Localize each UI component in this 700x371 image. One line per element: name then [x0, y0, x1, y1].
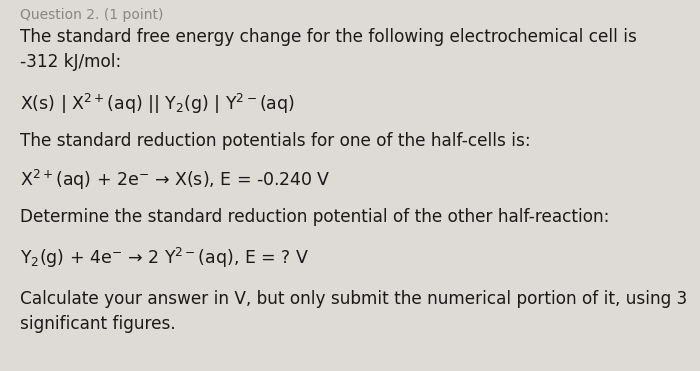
Text: Question 2. (1 point): Question 2. (1 point)	[20, 8, 163, 22]
Text: The standard free energy change for the following electrochemical cell is
-312 k: The standard free energy change for the …	[20, 28, 637, 71]
Text: The standard reduction potentials for one of the half-cells is:: The standard reduction potentials for on…	[20, 132, 531, 150]
Text: Determine the standard reduction potential of the other half-reaction:: Determine the standard reduction potenti…	[20, 208, 610, 226]
Text: Calculate your answer in V, but only submit the numerical portion of it, using 3: Calculate your answer in V, but only sub…	[20, 290, 687, 333]
Text: Y$_2$(g) + 4e$^{-}$ → 2 Y$^{2-}$(aq), E = ? V: Y$_2$(g) + 4e$^{-}$ → 2 Y$^{2-}$(aq), E …	[20, 246, 309, 270]
Text: X(s) | X$^{2+}$(aq) || Y$_2$(g) | Y$^{2-}$(aq): X(s) | X$^{2+}$(aq) || Y$_2$(g) | Y$^{2-…	[20, 92, 295, 116]
Text: X$^{2+}$(aq) + 2e$^{-}$ → X(s), E = -0.240 V: X$^{2+}$(aq) + 2e$^{-}$ → X(s), E = -0.2…	[20, 168, 330, 192]
